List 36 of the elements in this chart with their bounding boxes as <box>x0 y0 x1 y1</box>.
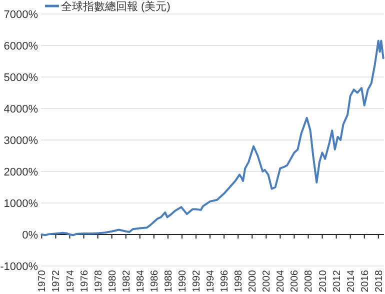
x-tick-label: 2010 <box>318 270 329 292</box>
x-tick-label: 2014 <box>346 270 357 292</box>
y-tick-label: 3000% <box>4 135 38 147</box>
x-tick-label: 1980 <box>107 270 118 292</box>
y-tick-label: 0% <box>22 230 38 242</box>
y-tick-label: -1000% <box>0 261 38 273</box>
y-tick-label: 1000% <box>4 198 38 210</box>
x-tick-label: 2008 <box>304 270 315 292</box>
x-tick-label: 1998 <box>234 270 245 292</box>
y-tick-label: 6000% <box>4 40 38 52</box>
x-tick-label: 1972 <box>51 270 62 292</box>
y-tick-label: 7000% <box>4 9 38 21</box>
line-series <box>40 40 384 236</box>
x-tick-label: 1976 <box>79 270 90 292</box>
x-tick-label: 2018 <box>374 270 385 292</box>
x-tick-label: 2002 <box>262 270 273 292</box>
y-tick-label: 2000% <box>4 166 38 178</box>
x-tick-label: 1988 <box>163 270 174 292</box>
y-tick-label: 5000% <box>4 72 38 84</box>
x-tick-label: 1984 <box>135 270 146 292</box>
x-tick-label: 1996 <box>220 270 231 292</box>
x-tick-label: 1994 <box>206 270 217 292</box>
y-tick-label: 4000% <box>4 104 38 116</box>
x-tick-label: 1992 <box>192 270 203 292</box>
x-tick-label: 1990 <box>177 270 188 292</box>
x-tick-label: 2000 <box>248 270 259 292</box>
legend-label: 全球指數總回報 (美元) <box>61 0 170 13</box>
x-tick-label: 1974 <box>65 270 76 292</box>
x-tick-label: 1986 <box>149 270 160 292</box>
x-tick-label: 1970 <box>37 270 48 292</box>
x-tick-label: 2006 <box>290 270 301 292</box>
x-tick-label: 1978 <box>93 270 104 292</box>
x-tick-label: 2004 <box>276 270 287 292</box>
x-tick-label: 1982 <box>121 270 132 292</box>
x-tick-label: 2012 <box>332 270 343 292</box>
x-tick-label: 2016 <box>360 270 371 292</box>
